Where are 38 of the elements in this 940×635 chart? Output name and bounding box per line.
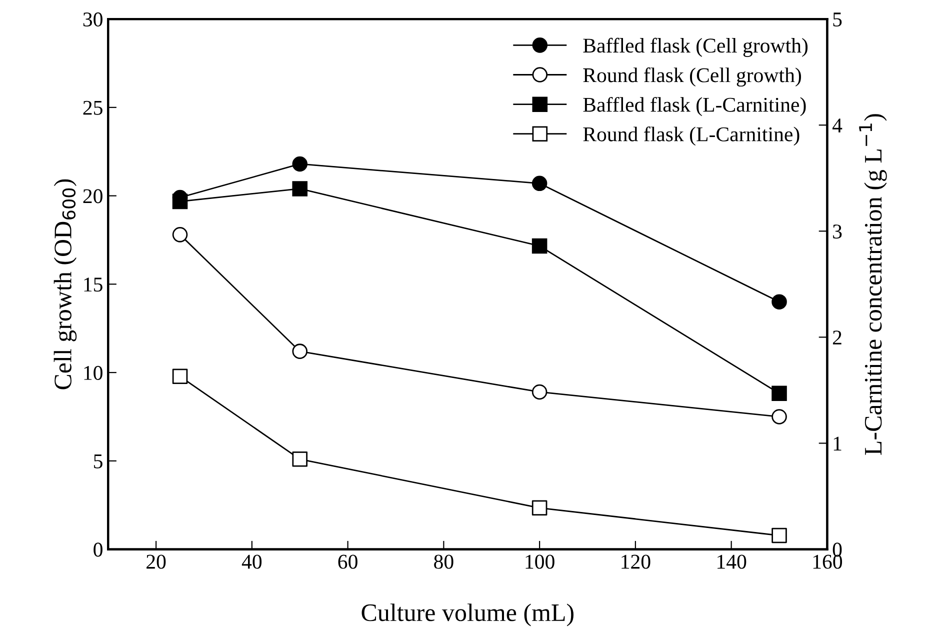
point [292,451,308,467]
point [772,386,787,402]
point [772,294,787,310]
point [772,528,787,544]
y2-tick-label: 3 [833,224,842,239]
legend-label: Baffled flask (L-Carnitine) [583,96,806,116]
x-tick-label: 160 [813,554,842,569]
x-tick-label: 120 [622,554,650,569]
legend-label: Baffled flask (Cell growth) [583,38,808,57]
x-tick-label: 80 [434,554,454,569]
y-tick-label: 25 [83,100,102,115]
y2-tick-label: 4 [832,118,842,132]
y-tick-label: 5 [94,454,102,468]
x-tick-label: 140 [718,554,746,569]
y-tick-label: 30 [83,12,102,26]
x-tick-label: 60 [338,554,358,569]
x-tick-label: 100 [526,554,554,569]
x-axis-title: Culture volume (mL) [362,604,574,626]
y-axis-title: Cell growth (OD$_{600}$) [54,179,77,390]
y-tick-label: 10 [84,366,102,380]
x-tick-label: 20 [146,554,166,569]
y-tick-label: 20 [83,189,102,204]
x-tick-label: 40 [242,554,262,569]
legend-label: Round flask (Cell growth) [583,67,801,87]
y2-tick-label: 2 [832,330,842,344]
point [532,176,548,192]
y-tick-label: 0 [94,542,102,557]
point [532,500,548,516]
y2-tick-label: 0 [832,542,842,557]
point [292,156,308,172]
point [172,368,188,384]
point [292,181,308,196]
point [532,238,548,254]
legend-label: Round flask (L-Carnitine) [583,126,800,146]
y2-axis-title: L-Carnitine concentration (g L$^{−1}$) [859,114,887,455]
y2-tick-label: 1 [834,436,842,450]
y-tick-label: 15 [84,278,102,292]
y2-tick-label: 5 [833,12,842,26]
